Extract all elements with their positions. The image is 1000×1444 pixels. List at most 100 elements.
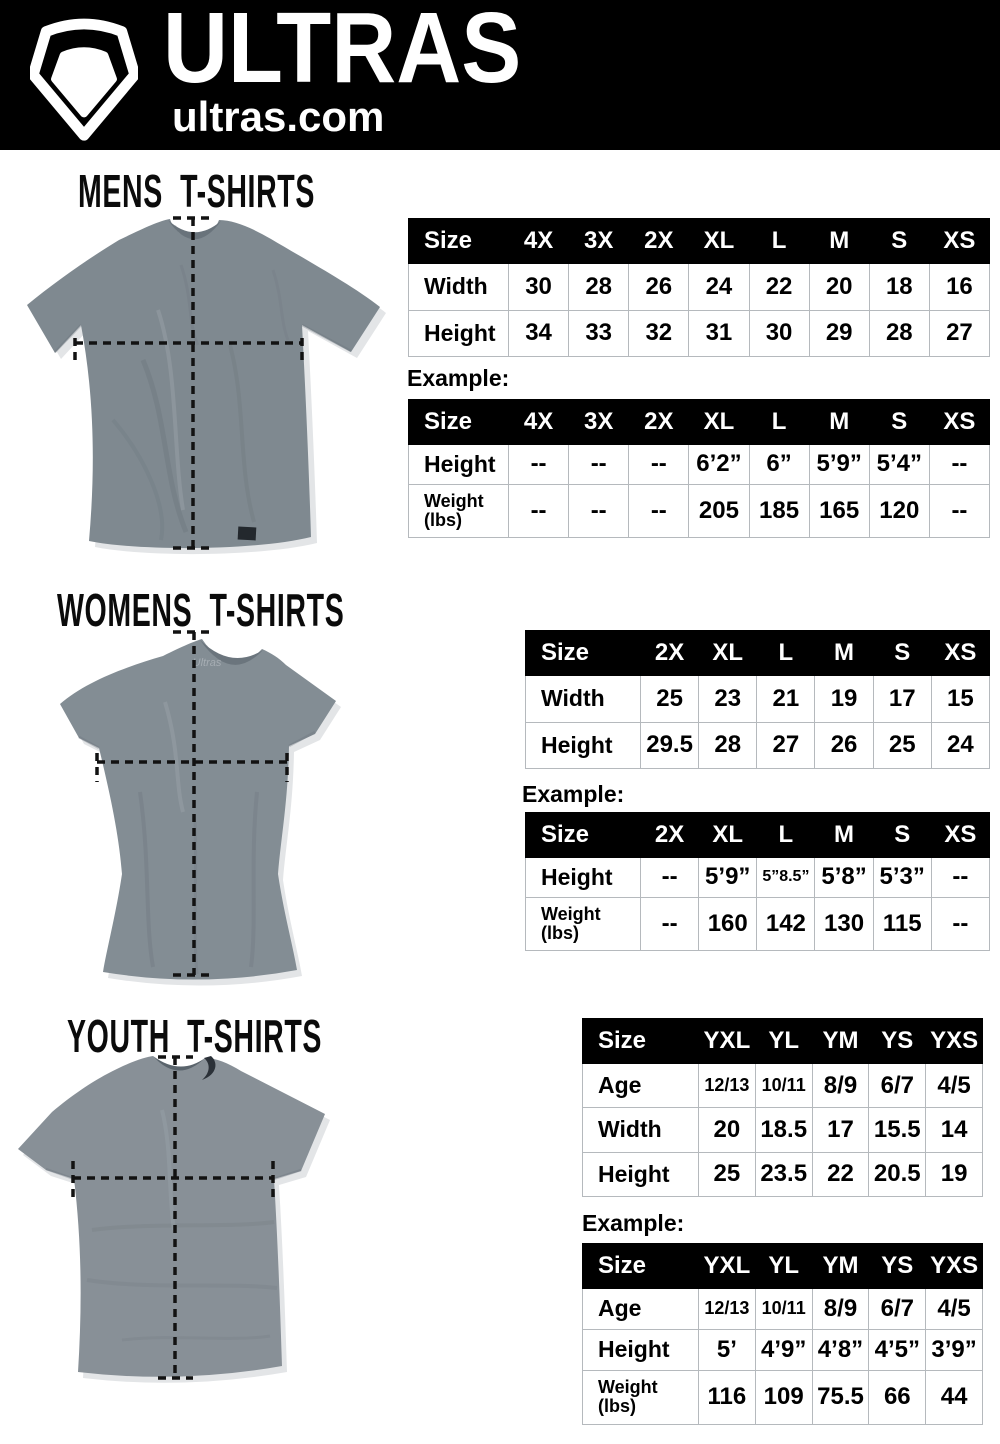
size-value: 33 xyxy=(568,309,630,357)
size-value: 8/9 xyxy=(811,1288,870,1330)
column-header: Size xyxy=(582,1018,699,1064)
size-value: 116 xyxy=(698,1369,756,1425)
column-header: YXS xyxy=(925,1018,983,1064)
column-header: S xyxy=(868,399,930,445)
collar xyxy=(168,220,221,240)
size-value: -- xyxy=(639,896,700,952)
size-value: 4’8” xyxy=(811,1328,870,1371)
size-value: 27 xyxy=(928,309,991,357)
column-header: Size xyxy=(408,218,509,264)
row-label: Weight (lbs) xyxy=(408,483,509,539)
column-header: 2X xyxy=(639,630,700,676)
size-value: 14 xyxy=(925,1107,983,1153)
size-value: 66 xyxy=(868,1369,927,1425)
column-header: YXL xyxy=(698,1018,756,1064)
row-label: Age xyxy=(582,1062,699,1109)
mens-section-title: MENS T-SHIRTS xyxy=(78,165,315,217)
size-value: -- xyxy=(928,483,991,539)
column-header: XS xyxy=(930,812,991,858)
size-value: 34 xyxy=(507,309,570,357)
size-value: 15.5 xyxy=(868,1107,927,1153)
column-header: 4X xyxy=(507,399,570,445)
pentagon-shield-icon xyxy=(30,18,138,141)
column-header: 3X xyxy=(568,218,630,264)
size-value: 17 xyxy=(811,1107,870,1153)
size-table: Size 2X XL L M S XS Width 25 23 21 19 17 15 Height 29.5… xyxy=(525,630,991,769)
size-value: 6/7 xyxy=(868,1062,927,1109)
column-header: M xyxy=(814,630,874,676)
size-value: 16 xyxy=(928,263,991,311)
row-label: Width xyxy=(408,263,509,311)
size-value: 20 xyxy=(698,1107,756,1153)
column-header: YS xyxy=(868,1018,927,1064)
size-value: 185 xyxy=(748,483,810,539)
shirt-body xyxy=(18,1056,325,1377)
column-header: 2X xyxy=(628,218,690,264)
collar xyxy=(200,640,263,665)
size-value: -- xyxy=(568,444,630,485)
column-header: YL xyxy=(754,1243,813,1289)
size-value: 6’2” xyxy=(688,444,750,485)
size-value: 5’4” xyxy=(868,444,930,485)
column-header: M xyxy=(814,812,874,858)
size-value: -- xyxy=(928,444,991,485)
size-value: 5’ xyxy=(698,1328,756,1371)
size-value: 115 xyxy=(872,896,932,952)
size-value: 28 xyxy=(698,721,758,769)
size-value: 19 xyxy=(925,1151,983,1198)
column-header: Size xyxy=(408,399,509,445)
measurement-lines xyxy=(71,1055,275,1380)
size-value: 32 xyxy=(628,309,690,357)
column-header: YXS xyxy=(925,1243,983,1289)
size-value: 29 xyxy=(808,309,870,357)
size-value: 4’5” xyxy=(868,1328,927,1371)
row-label: Height xyxy=(582,1151,699,1198)
size-value: 31 xyxy=(688,309,750,357)
column-header: XL xyxy=(698,812,758,858)
column-header: YM xyxy=(811,1243,870,1289)
size-value: 27 xyxy=(756,721,816,769)
mens-size-table: Size 4X 3X 2X XL L M S XS Width 30 28 26 24 22 20 18 16 He… xyxy=(408,218,991,357)
size-value: 5’3” xyxy=(872,857,932,898)
size-value: 6/7 xyxy=(868,1288,927,1330)
column-header: S xyxy=(868,218,930,264)
size-value: 25 xyxy=(639,675,700,723)
column-header: 4X xyxy=(507,218,570,264)
row-label: Width xyxy=(525,675,641,723)
row-label: Height xyxy=(582,1328,699,1371)
size-value: 8/9 xyxy=(811,1062,870,1109)
size-value: 75.5 xyxy=(811,1369,870,1425)
column-header: YM xyxy=(811,1018,870,1064)
size-value: 130 xyxy=(814,896,874,952)
collar xyxy=(153,1056,205,1071)
youth-example-table: Size YXL YL YM YS YXS Age 12/13 10/11 8/9 6/7 4/5 He… xyxy=(582,1243,983,1425)
size-value: 120 xyxy=(868,483,930,539)
size-value: 5’8” xyxy=(814,857,874,898)
mens-example-table: Size 4X 3X 2X XL L M S XS Height -- -- -- 6’2” 6” 5’9” 5… xyxy=(408,399,991,539)
size-value: 18.5 xyxy=(754,1107,813,1153)
collar-label: Ultras xyxy=(193,657,222,669)
size-value: 15 xyxy=(930,675,991,723)
size-table: Size YXL YL YM YS YXS Age 12/13 10/11 8/9 6/7 4/5 He… xyxy=(582,1243,983,1425)
header-bar: ULTRAS ultras.com xyxy=(0,0,1000,150)
shirt-body xyxy=(27,219,380,549)
column-header: 3X xyxy=(568,399,630,445)
column-header: Size xyxy=(582,1243,699,1289)
brand-name: ULTRAS xyxy=(163,0,522,104)
size-value: 4/5 xyxy=(925,1062,983,1109)
column-header: S xyxy=(872,630,932,676)
size-value: 25 xyxy=(872,721,932,769)
size-value: 23 xyxy=(698,675,758,723)
womens-section-title: WOMENS T-SHIRTS xyxy=(57,584,345,636)
size-value: 205 xyxy=(688,483,750,539)
mens-tshirt-image xyxy=(27,216,386,555)
column-header: YS xyxy=(868,1243,927,1289)
womens-size-table: Size 2X XL L M S XS Width 25 23 21 19 17 15 Height 29.5… xyxy=(525,630,991,769)
size-value: 160 xyxy=(698,896,758,952)
row-label: Height xyxy=(408,309,509,357)
column-header: XS xyxy=(928,218,991,264)
size-value: 19 xyxy=(814,675,874,723)
shirt-body xyxy=(60,639,336,980)
site-url: ultras.com xyxy=(172,93,385,140)
